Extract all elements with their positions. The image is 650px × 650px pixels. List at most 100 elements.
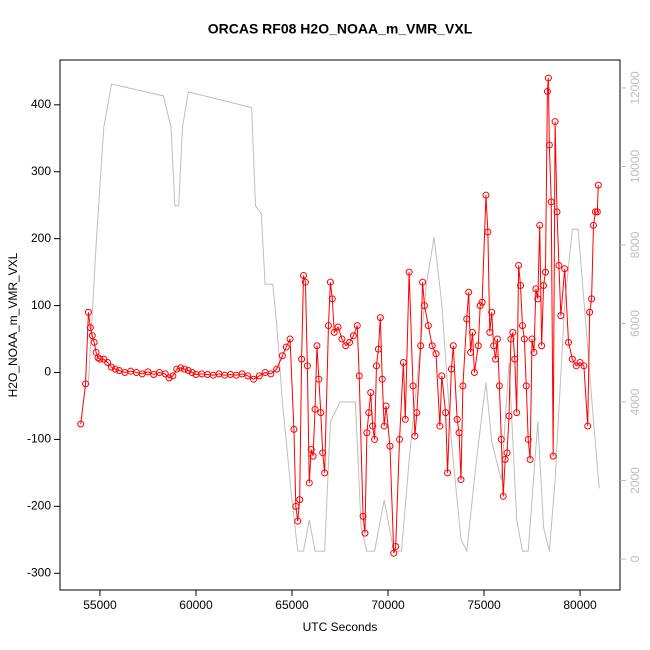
data-point [372, 362, 380, 370]
y-tick-label: -200 [27, 499, 51, 513]
data-point [307, 445, 315, 453]
data-point [522, 382, 530, 390]
data-point [411, 432, 419, 440]
data-point [507, 335, 515, 343]
data-point [553, 208, 561, 216]
x-tick-label: 55000 [83, 598, 117, 612]
data-point [436, 422, 444, 430]
y2-tick-label: 8000 [628, 231, 642, 258]
data-point [355, 372, 363, 380]
plot-box [59, 59, 621, 591]
data-point [594, 181, 602, 189]
data-point [315, 375, 323, 383]
data-point [188, 369, 196, 377]
data-point [499, 492, 507, 500]
data-point [447, 365, 455, 373]
data-point [497, 435, 505, 443]
data-point [530, 348, 538, 356]
data-point [371, 435, 379, 443]
data-point [273, 365, 281, 373]
data-point [528, 335, 536, 343]
data-point [488, 308, 496, 316]
data-point [405, 268, 413, 276]
data-point [540, 282, 548, 290]
series-line [87, 83, 600, 553]
data-point [490, 342, 498, 350]
y2-tick-label: 2000 [628, 467, 642, 494]
data-point [369, 422, 377, 430]
data-point [568, 355, 576, 363]
data-point [549, 452, 557, 460]
data-point [298, 355, 306, 363]
x-tick-label: 65000 [275, 598, 309, 612]
data-point [334, 323, 342, 331]
data-point [401, 415, 409, 423]
data-point [476, 302, 484, 310]
x-tick-label: 60000 [179, 598, 213, 612]
data-point [244, 372, 252, 380]
data-point [184, 367, 192, 375]
data-point [161, 370, 169, 378]
y-tick-label: 0 [44, 365, 51, 379]
data-point [509, 328, 517, 336]
data-point [474, 342, 482, 350]
data-point [378, 375, 386, 383]
data-point [413, 409, 421, 417]
data-point [517, 282, 525, 290]
y-tick-label: 200 [31, 231, 51, 245]
data-point [557, 312, 565, 320]
y-axis-label: H2O_NOAA_m_VMR_VXL [6, 252, 20, 397]
data-point [593, 208, 601, 216]
data-point [390, 549, 398, 557]
data-point [532, 285, 540, 293]
series-line [80, 78, 599, 554]
data-point [326, 278, 334, 286]
y2-tick-label: 12000 [628, 71, 642, 105]
data-point [255, 372, 263, 380]
data-point [526, 456, 534, 464]
data-point [463, 315, 471, 323]
data-point [317, 409, 325, 417]
data-point [513, 409, 521, 417]
data-point [589, 221, 597, 229]
data-point [586, 308, 594, 316]
data-point [380, 422, 388, 430]
data-point [565, 338, 573, 346]
data-point [457, 476, 465, 484]
data-point [467, 348, 475, 356]
data-point [432, 350, 440, 358]
data-point [386, 442, 394, 450]
data-point [353, 322, 361, 330]
data-point [482, 191, 490, 199]
y2-tick-label: 10000 [628, 149, 642, 183]
y2-tick-label: 6000 [628, 310, 642, 337]
data-point [417, 342, 425, 350]
data-point [305, 479, 313, 487]
x-axis-label: UTC Seconds [303, 620, 378, 634]
data-point [309, 452, 317, 460]
data-point [349, 332, 357, 340]
data-point [177, 364, 185, 372]
x-tick-label: 70000 [371, 598, 405, 612]
data-point [449, 342, 457, 350]
data-point [77, 420, 85, 428]
data-point [547, 198, 555, 206]
data-point [278, 352, 286, 360]
data-point [359, 512, 367, 520]
data-point [544, 74, 552, 82]
data-point [294, 517, 302, 525]
y-tick-label: 300 [31, 164, 51, 178]
data-point [86, 324, 94, 332]
y-tick-label: 400 [31, 97, 51, 111]
data-point [561, 265, 569, 273]
data-point [584, 422, 592, 430]
data-point [484, 228, 492, 236]
data-point [486, 328, 494, 336]
data-point [111, 365, 119, 373]
data-point [286, 335, 294, 343]
data-point [465, 288, 473, 296]
data-point [459, 382, 467, 390]
data-point [290, 425, 298, 433]
y-tick-label: -300 [27, 565, 51, 579]
